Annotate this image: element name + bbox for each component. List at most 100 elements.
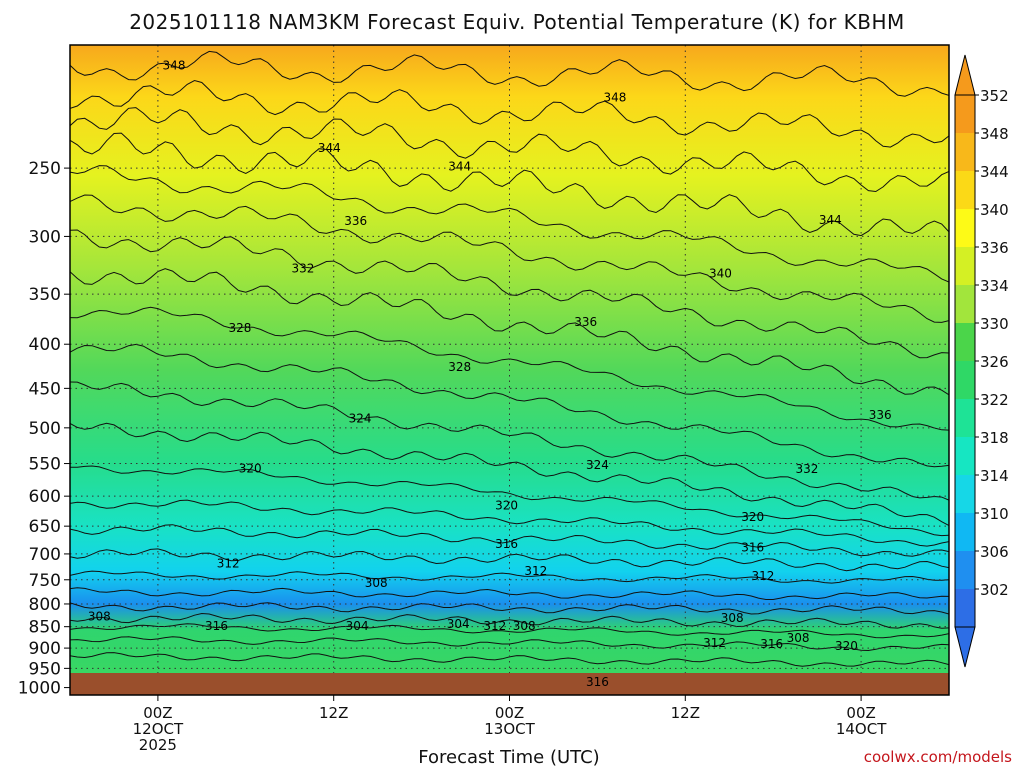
contour-label: 336: [344, 214, 367, 228]
contour-line: [70, 465, 949, 537]
y-tick-label: 400: [29, 335, 61, 355]
y-tick-label: 500: [29, 419, 61, 439]
colorbar-swatch: [955, 361, 975, 399]
colorbar-swatch: [955, 133, 975, 171]
contour-label: 316: [495, 537, 518, 551]
contour-line: [70, 268, 949, 396]
contour-label: 340: [709, 266, 732, 280]
contour-line: [70, 602, 949, 615]
contour-label: 316: [586, 675, 609, 689]
contour-label: 316: [205, 619, 228, 633]
contour-label: 312: [703, 636, 726, 650]
contour-label: 308: [721, 611, 744, 625]
contour-line: [70, 422, 949, 527]
x-axis-title: Forecast Time (UTC): [418, 747, 599, 768]
colorbar-swatch: [955, 171, 975, 209]
colorbar-swatch: [955, 589, 975, 627]
y-tick-label: 950: [29, 659, 61, 679]
y-tick-label: 850: [29, 618, 61, 638]
contour-label: 308: [88, 609, 111, 623]
colorbar-label: 348: [980, 125, 1009, 143]
chart-title: 2025101118 NAM3KM Forecast Equiv. Potent…: [129, 10, 905, 34]
colorbar-label: 310: [980, 505, 1009, 523]
colorbar: 352 348 344 340 336 334 330 326 322 318 314 310 306 3…: [954, 54, 1009, 668]
colorbar-swatch: [955, 323, 975, 361]
y-tick-label: 650: [29, 517, 61, 537]
contour-label: 312: [751, 569, 774, 583]
y-tick-label: 350: [29, 285, 61, 305]
colorbar-label: 336: [980, 239, 1009, 257]
x-tick-label: 12OCT: [133, 720, 184, 738]
y-tick-label: 600: [29, 487, 61, 507]
contour-line: [70, 229, 949, 359]
contour-line: [70, 548, 949, 572]
contour-label: 348: [163, 58, 186, 72]
contour-label: 316: [760, 637, 783, 651]
colorbar-label: 340: [980, 201, 1009, 219]
colorbar-label: 318: [980, 429, 1009, 447]
contour-label: 336: [574, 315, 597, 329]
y-tick-label: 550: [29, 455, 61, 475]
contour-label: 324: [349, 412, 372, 426]
colorbar-label: 306: [980, 543, 1009, 561]
contour-line: [70, 587, 949, 600]
contour-label: 308: [365, 576, 388, 590]
colorbar-swatch: [955, 475, 975, 513]
x-tick-label: 00Z: [143, 704, 172, 722]
colorbar-label: 344: [980, 163, 1009, 181]
contour-label: 324: [586, 458, 609, 472]
contour-label: 312: [524, 564, 547, 578]
contour-label: 308: [787, 631, 810, 645]
colorbar-swatch: [955, 209, 975, 247]
contour-label: 344: [318, 141, 341, 155]
y-tick-label: 750: [29, 571, 61, 591]
credit-text: coolwx.com/models: [864, 748, 1012, 766]
x-tick-label: 12Z: [671, 704, 700, 722]
colorbar-bottom-arrow: [954, 626, 976, 668]
colorbar-swatch: [955, 399, 975, 437]
colorbar-label: 352: [980, 87, 1009, 105]
contour-label: 308: [513, 619, 536, 633]
colorbar-swatch: [955, 513, 975, 551]
contour-label: 332: [795, 462, 818, 476]
y-tick-label: 900: [29, 639, 61, 659]
colorbar-swatch: [955, 551, 975, 589]
contour-label: 320: [239, 461, 262, 475]
contour-label: 304: [346, 619, 369, 633]
contour-line: [70, 499, 949, 547]
contour-label: 328: [228, 321, 251, 335]
colorbar-label: 302: [980, 581, 1009, 599]
contour-label: 312: [217, 556, 240, 570]
contour-label: 304: [447, 617, 470, 631]
contour-labels: 348 348 344 344 344 340 336 336 336 332 332 328 328 3…: [88, 58, 892, 689]
contour-label: 312: [483, 619, 506, 633]
colorbar-top-arrow: [954, 54, 976, 96]
plot-area: 348 348 344 344 344 340 336 336 336 332 332 328 328 3…: [69, 44, 950, 696]
contour-label: 328: [448, 360, 471, 374]
gridlines: [70, 45, 949, 695]
contour-label: 348: [604, 90, 627, 104]
y-axis: 2503003504004505005506006507007508008509…: [18, 159, 70, 699]
contour-label: 320: [495, 498, 518, 512]
x-tick-label: 12Z: [319, 704, 348, 722]
x-tick-label: 2025: [139, 736, 177, 754]
y-tick-label: 250: [29, 159, 61, 179]
contour-label: 320: [835, 639, 858, 653]
colorbar-swatch: [955, 285, 975, 323]
colorbar-label: 314: [980, 467, 1009, 485]
ground-surface: [70, 673, 949, 695]
colorbar-label: 322: [980, 391, 1009, 409]
y-tick-label: 800: [29, 595, 61, 615]
colorbar-label: 334: [980, 277, 1009, 295]
y-tick-label: 450: [29, 379, 61, 399]
contour-line: [70, 524, 949, 557]
contour-label: 344: [819, 213, 842, 227]
y-tick-label: 300: [29, 227, 61, 247]
x-tick-label: 00Z: [846, 704, 875, 722]
contour-label: 320: [741, 510, 764, 524]
colorbar-label: 330: [980, 315, 1009, 333]
y-tick-label: 1000: [18, 679, 61, 699]
colorbar-label: 326: [980, 353, 1009, 371]
contour-line: [70, 623, 949, 639]
